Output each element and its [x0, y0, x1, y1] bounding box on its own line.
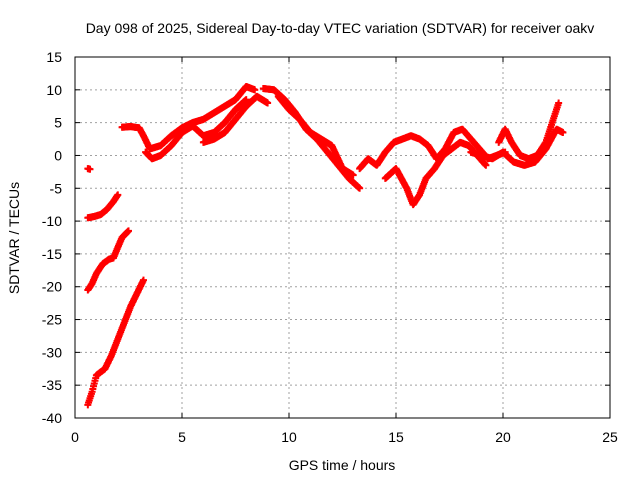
data-point-marker: [139, 276, 147, 284]
x-axis-label: GPS time / hours: [289, 457, 396, 473]
y-tick-label: -40: [42, 410, 62, 426]
x-tick-label: 10: [281, 429, 297, 445]
data-point-marker: [125, 227, 132, 235]
series-arc-5: [118, 83, 259, 153]
x-tick-label: 5: [178, 429, 186, 445]
data-point-marker: [264, 99, 272, 107]
x-tick-label: 15: [388, 429, 404, 445]
series-arc-3: [84, 227, 132, 294]
data-point-marker: [559, 128, 567, 136]
series-arc-4: [84, 276, 147, 409]
data-point-marker: [356, 184, 364, 192]
x-tick-label: 0: [71, 429, 79, 445]
x-tick-label: 25: [602, 429, 618, 445]
x-tick-label: 20: [495, 429, 511, 445]
series-arc-7: [199, 92, 272, 146]
data-point-marker: [242, 96, 250, 104]
y-tick-label: -35: [42, 377, 62, 393]
y-tick-label: 5: [54, 115, 62, 131]
y-tick-label: 10: [46, 82, 62, 98]
data-point-marker: [114, 191, 122, 199]
plot-frame: [74, 56, 611, 419]
series-arc-13: [495, 99, 563, 163]
y-tick-label: -10: [42, 213, 62, 229]
data-points: [84, 83, 567, 409]
data-point-marker: [349, 171, 357, 179]
y-tick-label: 0: [54, 147, 62, 163]
series-arc-8: [259, 85, 364, 192]
series-arc-11: [381, 138, 490, 209]
data-point-marker: [251, 86, 259, 94]
data-point-marker: [482, 161, 490, 169]
y-axis-label: SDTVAR / TECUs: [6, 182, 22, 294]
series-arc-1: [84, 165, 94, 173]
y-tick-label: -15: [42, 246, 62, 262]
y-tick-label: -25: [42, 312, 62, 328]
grid-lines: [75, 57, 610, 418]
y-tick-label: -20: [42, 279, 62, 295]
series-arc-9: [274, 92, 357, 179]
series-arc-6: [142, 96, 250, 163]
axis-ticks: 0 5 10 15 20 25 -40 -35 -30 -25 -20 -15 -10 -5 0 5 10 15: [42, 49, 618, 445]
y-tick-label: -30: [42, 344, 62, 360]
chart-title: Day 098 of 2025, Sidereal Day-to-day VTE…: [86, 20, 595, 36]
y-tick-label: -5: [50, 180, 63, 196]
data-point-marker: [86, 165, 94, 173]
series-arc-2: [84, 191, 122, 222]
y-tick-label: 15: [46, 49, 62, 65]
data-point-marker: [555, 99, 563, 107]
